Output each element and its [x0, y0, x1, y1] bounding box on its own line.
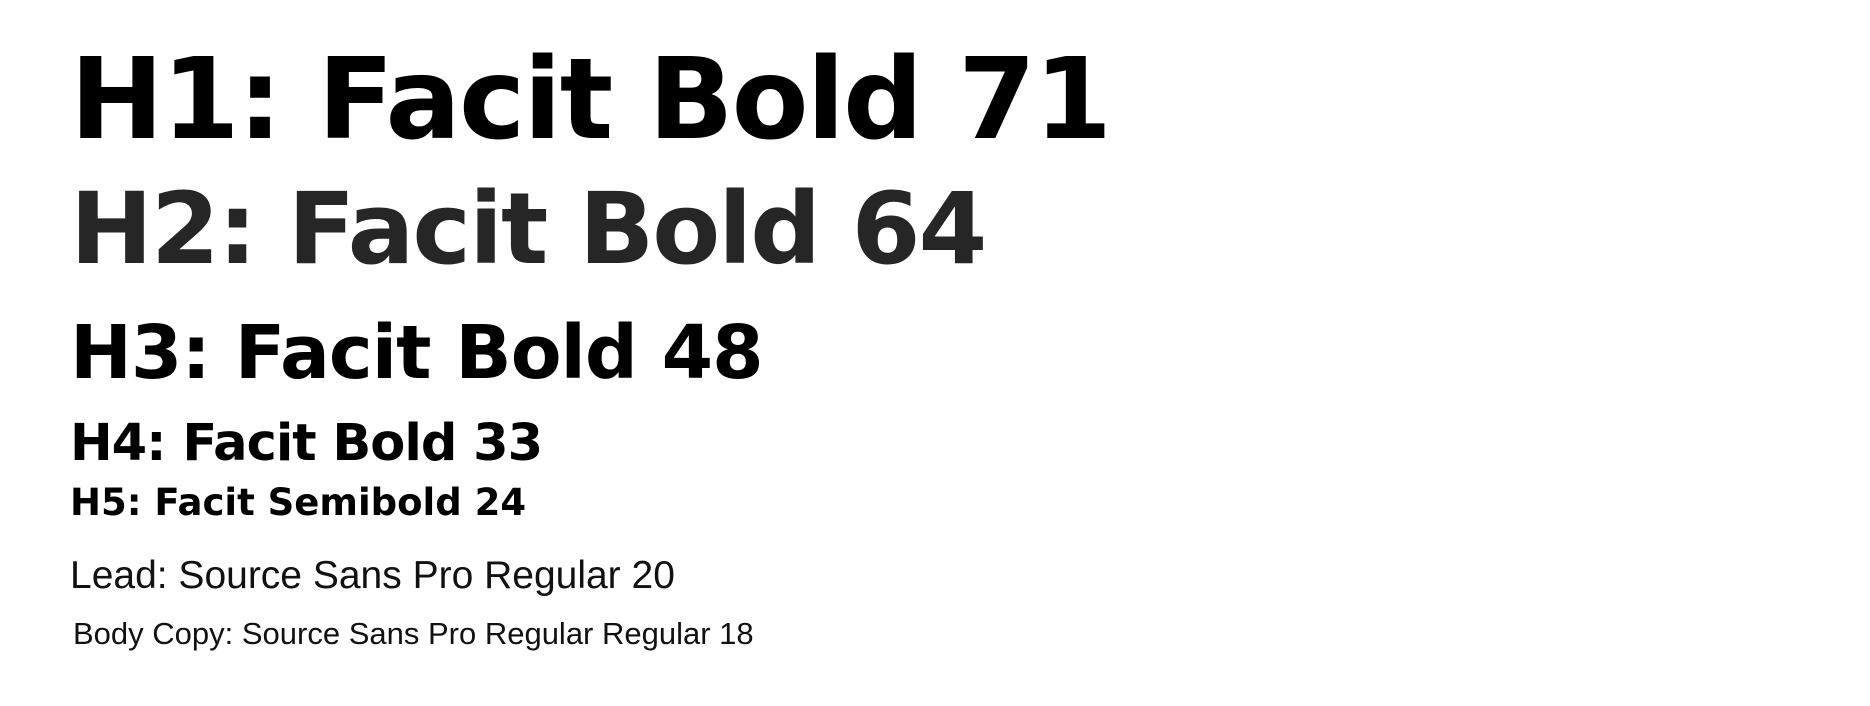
h5-sample: H5: Facit Semibold 24 [70, 481, 527, 524]
h1-sample: H1: Facit Bold 71 [70, 35, 1112, 165]
typography-scale: H1: Facit Bold 71 H2: Facit Bold 64 H3: … [70, 0, 1830, 706]
body-copy-sample: Body Copy: Source Sans Pro Regular Regul… [73, 616, 754, 651]
h2-sample: H2: Facit Bold 64 [70, 172, 987, 287]
lead-sample: Lead: Source Sans Pro Regular 20 [70, 554, 675, 597]
h4-sample: H4: Facit Bold 33 [70, 414, 543, 473]
h3-sample: H3: Facit Bold 48 [70, 310, 764, 396]
